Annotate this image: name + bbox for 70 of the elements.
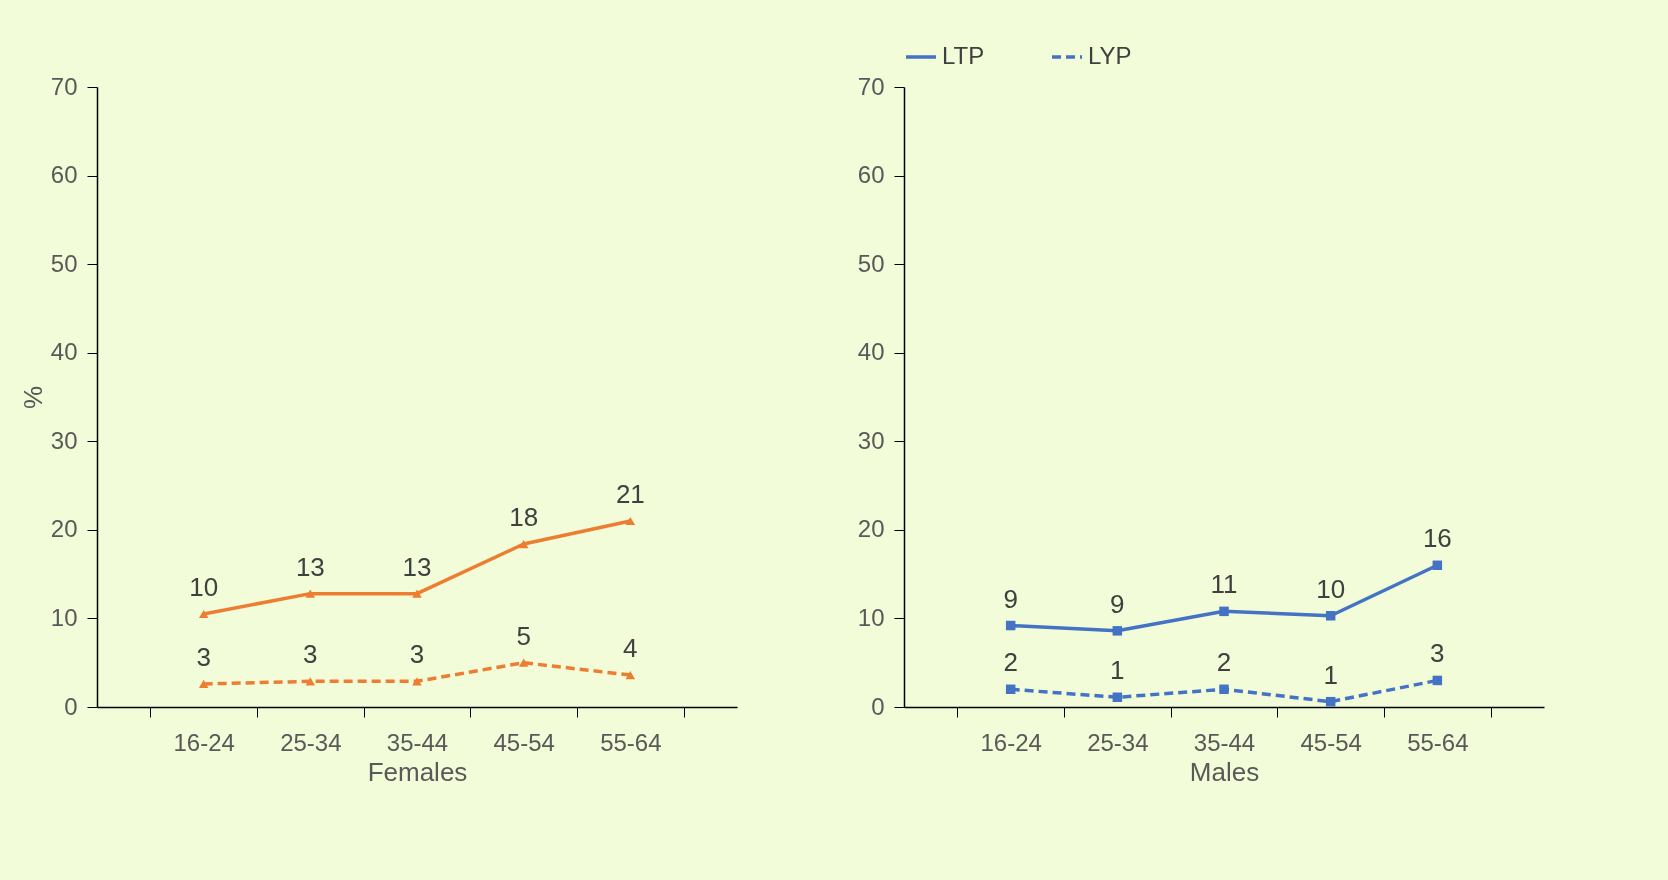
legend-label: LYP [1088, 42, 1132, 69]
data-label: 1 [1110, 655, 1125, 686]
x-axis-title: Females [367, 756, 468, 787]
data-label: 3 [303, 639, 318, 670]
y-tick-label: 60 [50, 161, 78, 189]
y-tick-label: 0 [64, 692, 78, 720]
x-tick-label: 35-44 [386, 728, 449, 756]
point [518, 539, 529, 549]
point [518, 658, 529, 667]
data-label: 9 [1110, 588, 1125, 619]
y-tick-label: 20 [50, 515, 78, 543]
data-label: 4 [623, 633, 638, 664]
point [625, 516, 636, 526]
y-tick-label: 70 [857, 72, 885, 100]
point [1432, 560, 1443, 571]
point [1325, 696, 1336, 707]
data-label: 3 [1430, 638, 1445, 669]
point [198, 679, 209, 689]
y-tick-label: 40 [50, 338, 78, 366]
point [1219, 606, 1229, 617]
y-tick-label: 50 [50, 249, 78, 277]
data-label: 2 [1216, 647, 1232, 678]
x-tick-label: 25-34 [1087, 728, 1149, 756]
x-tick-label: 45-54 [1300, 728, 1362, 756]
point [1112, 626, 1123, 636]
y-tick-label: 0 [871, 692, 885, 720]
y-tick-label: 60 [857, 161, 885, 189]
x-tick-label: 25-34 [280, 728, 342, 756]
data-label: 13 [295, 551, 325, 582]
point [412, 589, 422, 598]
point [1325, 611, 1336, 621]
data-label: 10 [189, 572, 219, 602]
point [198, 609, 209, 619]
point [305, 589, 316, 598]
data-label: 2 [1003, 647, 1018, 678]
data-label: 3 [409, 639, 425, 670]
legend-label: LTP [942, 42, 985, 69]
data-label: 18 [509, 502, 539, 533]
point [1432, 675, 1443, 686]
point [625, 671, 636, 680]
y-tick-label: 30 [50, 426, 78, 454]
data-label: 21 [615, 479, 645, 509]
data-label: 11 [1210, 569, 1238, 600]
y-tick-label: 20 [857, 515, 885, 543]
point [1219, 684, 1229, 695]
data-label: 1 [1323, 659, 1338, 690]
data-label: 3 [196, 641, 211, 672]
y-tick-label: 10 [50, 603, 78, 631]
point [1005, 684, 1016, 695]
point [1112, 692, 1123, 702]
data-label: 10 [1316, 573, 1346, 604]
data-label: 16 [1422, 523, 1452, 554]
x-tick-label: 16-24 [980, 728, 1042, 756]
y-tick-label: 50 [857, 249, 885, 277]
data-label: 13 [402, 551, 432, 582]
y-tick-label: 40 [857, 338, 885, 366]
data-label: 5 [516, 620, 531, 651]
y-tick-label: 30 [857, 426, 885, 454]
x-tick-label: 55-64 [1407, 728, 1469, 756]
y-tick-label: 10 [857, 603, 885, 631]
x-tick-label: 35-44 [1193, 728, 1256, 756]
x-axis-title: Males [1189, 756, 1260, 787]
x-tick-label: 55-64 [600, 728, 662, 756]
data-label: 9 [1003, 583, 1018, 614]
x-tick-label: 45-54 [493, 728, 555, 756]
x-tick-label: 16-24 [173, 728, 235, 756]
y-axis-title: % [17, 385, 48, 410]
y-tick-label: 70 [50, 72, 78, 100]
point [305, 677, 316, 686]
point [1005, 620, 1016, 631]
